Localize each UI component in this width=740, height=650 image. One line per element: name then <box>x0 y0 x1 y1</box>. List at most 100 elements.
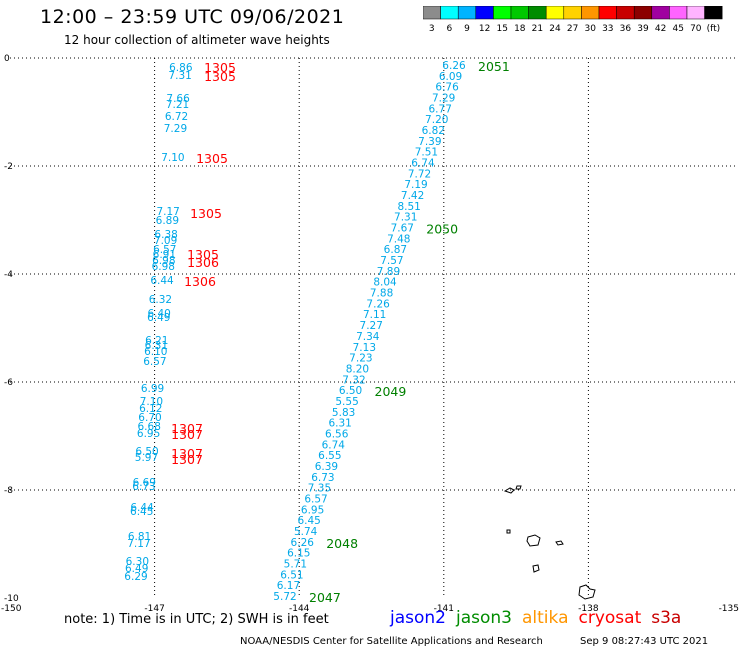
legend-label: 3 <box>429 24 435 34</box>
swh-value-label: 7.13 <box>353 342 376 354</box>
swh-value-label: 6.91 <box>153 249 176 261</box>
swh-value-label: 6.31 <box>328 418 351 430</box>
x-tick-label: -150 <box>1 604 22 612</box>
y-tick-label: -6 <box>4 378 13 388</box>
satellite-legend: jason2 jason3 altika cryosat s3a <box>390 608 691 628</box>
legend-label: 42 <box>655 24 666 34</box>
x-tick-label: -147 <box>144 604 164 612</box>
legend-label: 18 <box>514 24 526 34</box>
pass-time-label: 1307 <box>171 427 203 442</box>
swh-value-label: 7.29 <box>432 93 455 105</box>
pass-time-label: 1305 <box>196 151 228 166</box>
y-tick-label: -8 <box>4 486 13 496</box>
swh-value-label: 7.67 <box>391 223 414 235</box>
y-tick-label: -2 <box>4 162 13 172</box>
legend-label: 33 <box>602 24 613 34</box>
swh-value-label: 7.31 <box>394 212 417 224</box>
swh-value-label: 7.23 <box>349 353 372 365</box>
swh-value-label: 6.95 <box>137 428 160 440</box>
satellite-label-altika: altika <box>522 608 569 628</box>
swh-value-label: 6.26 <box>291 537 315 549</box>
satellite-label-jason2: jason2 <box>390 608 446 628</box>
swh-value-label: 6.99 <box>141 383 164 395</box>
legend-swatch <box>704 6 723 20</box>
island-outline <box>578 584 596 600</box>
swh-value-label: 5.72 <box>273 591 296 603</box>
credit-text: NOAA/NESDIS Center for Satellite Applica… <box>240 636 543 647</box>
swh-value-label: 6.50 <box>339 385 362 397</box>
y-tick-label: -10 <box>4 594 19 604</box>
swh-value-label: 6.86 <box>169 62 193 74</box>
legend-label: 45 <box>672 24 683 34</box>
map-plot: -150 -147 -144 -141 -138 -135 0 -2 -4 -6 -8 -10 6.26… <box>1 54 739 612</box>
swh-value-label: 7.89 <box>377 266 400 278</box>
color-legend: 3 6 9 12 15 18 21 24 27 30 33 36 39 42 45 70 (ft) <box>423 6 723 34</box>
island-outline <box>532 564 540 573</box>
swh-value-label: 6.40 <box>147 308 170 320</box>
legend-label: (ft) <box>707 24 721 34</box>
chart-subtitle: 12 hour collection of altimeter wave hei… <box>64 33 330 47</box>
island-outline <box>555 540 564 546</box>
pass-time-label: 2047 <box>309 590 341 605</box>
swh-value-label: 7.27 <box>360 320 383 332</box>
swh-value-label: 6.57 <box>143 356 166 368</box>
swh-value-label: 6.50 <box>135 446 158 458</box>
legend-label: 9 <box>464 24 470 34</box>
swh-value-label: 7.39 <box>418 136 441 148</box>
swh-value-label: 6.32 <box>149 294 172 306</box>
legend-label: 24 <box>549 24 561 34</box>
swh-value-label: 7.57 <box>380 255 403 267</box>
swh-value-label: 6.81 <box>128 531 151 543</box>
legend-label: 21 <box>532 24 543 34</box>
swh-value-label: 6.89 <box>156 215 179 227</box>
swh-value-label: 5.55 <box>335 396 358 408</box>
pass-time-label: 1307 <box>171 421 203 436</box>
swh-value-label: 7.09 <box>154 235 177 247</box>
swh-value-label: 6.74 <box>322 439 346 451</box>
swh-value-label: 5.71 <box>284 558 307 570</box>
swh-value-label: 6.56 <box>325 428 349 440</box>
swh-value-label: 5.83 <box>332 407 355 419</box>
pass-time-label: 1305 <box>204 69 236 84</box>
swh-value-label: 5.74 <box>294 526 318 538</box>
x-tick-label: -144 <box>289 604 310 612</box>
swh-value-label: 6.57 <box>153 244 176 256</box>
swh-value-label: 7.26 <box>366 298 390 310</box>
pass-time-label: 2050 <box>426 222 458 237</box>
x-tick-label: -141 <box>434 604 454 612</box>
swh-value-label: 6.76 <box>435 82 459 94</box>
swh-value-label: 7.66 <box>166 93 190 105</box>
pass-time-label: 1305 <box>204 60 236 75</box>
island-outline <box>526 534 541 547</box>
swh-value-label: 6.44 <box>130 502 154 514</box>
swh-value-label: 6.29 <box>124 571 147 583</box>
swh-value-label: 6.49 <box>147 312 170 324</box>
pass-time-label: 2048 <box>326 536 358 551</box>
swh-value-label: 7.29 <box>164 123 187 135</box>
swh-value-label: 6.77 <box>429 103 452 115</box>
swh-value-label: 7.31 <box>168 70 191 82</box>
satellite-label-jason3: jason3 <box>456 608 512 628</box>
generated-timestamp: Sep 9 08:27:43 UTC 2021 <box>580 636 709 647</box>
legend-label: 36 <box>620 24 632 34</box>
swh-value-label: 8.20 <box>346 363 369 375</box>
swh-value-label: 6.49 <box>125 563 148 575</box>
swh-value-label: 6.72 <box>165 111 188 123</box>
y-tick-label: 0 <box>4 54 10 64</box>
swh-value-label: 7.17 <box>156 206 179 218</box>
chart-title: 12:00 – 23:59 UTC 09/06/2021 <box>40 6 345 28</box>
swh-value-label: 6.12 <box>139 403 162 415</box>
swh-value-label: 7.32 <box>342 374 365 386</box>
pass-time-label: 1306 <box>187 255 219 270</box>
pass-time-label: 1305 <box>190 206 222 221</box>
pass-time-label: 1307 <box>171 452 203 467</box>
swh-value-label: 6.87 <box>384 244 407 256</box>
swh-value-label: 6.45 <box>130 506 153 518</box>
swh-value-label: 6.51 <box>280 569 303 581</box>
swh-value-label: 6.69 <box>133 477 156 489</box>
swh-value-label: 7.34 <box>356 331 380 343</box>
swh-value-label: 6.17 <box>277 580 300 592</box>
island-outline <box>506 529 511 534</box>
swh-value-label: 7.20 <box>425 114 448 126</box>
swh-value-label: 6.26 <box>442 60 466 72</box>
